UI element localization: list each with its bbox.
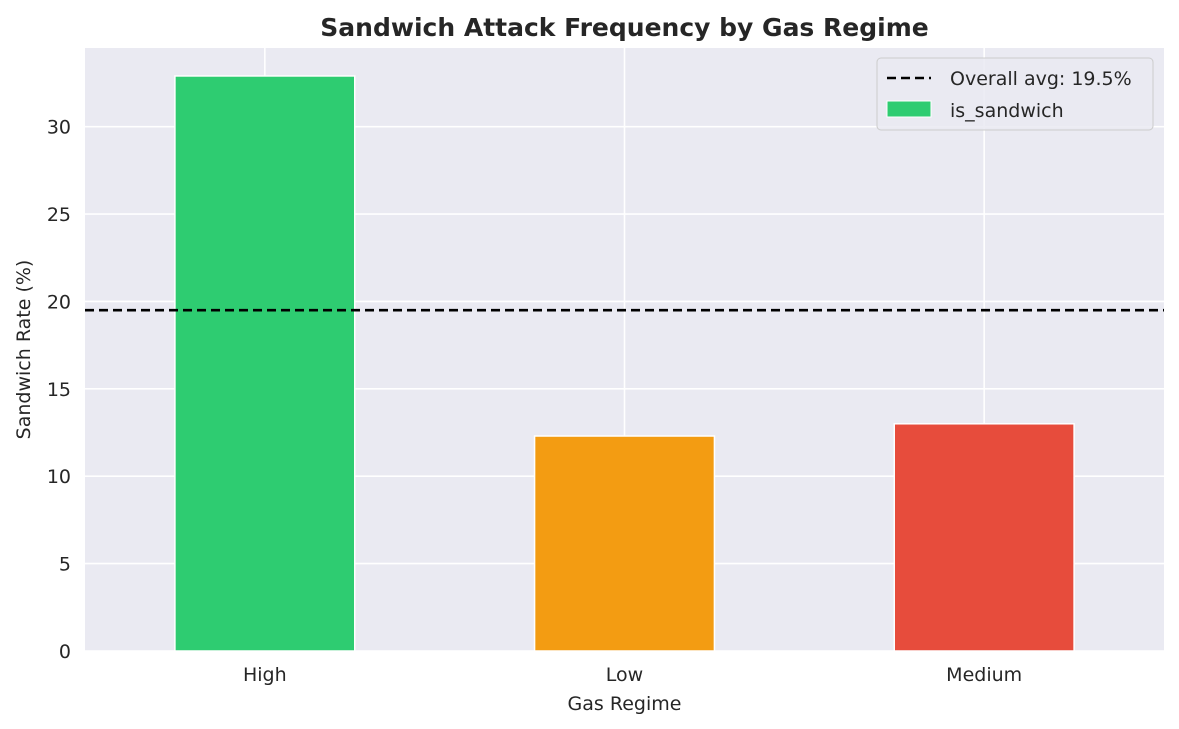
y-tick-label: 20 [47, 291, 71, 313]
y-axis-label: Sandwich Rate (%) [13, 260, 35, 440]
y-tick-label: 30 [47, 117, 71, 139]
y-tick-label: 15 [47, 379, 71, 401]
legend-box [876, 57, 1154, 131]
legend-entry-average: Overall avg: 19.5% [950, 68, 1132, 90]
legend-bar-swatch [886, 100, 932, 118]
y-axis-ticks: 0 5 10 15 20 25 30 [47, 117, 71, 663]
x-axis-label: Gas Regime [568, 693, 682, 715]
bar-high [174, 75, 356, 652]
y-tick-label: 0 [59, 641, 71, 663]
bar-low [533, 435, 716, 652]
chart-title: Sandwich Attack Frequency by Gas Regime [320, 13, 928, 42]
y-tick-label: 25 [47, 204, 71, 226]
legend-entry-series: is_sandwich [950, 100, 1064, 122]
y-tick-label: 10 [47, 466, 71, 488]
bar-medium [893, 423, 1075, 652]
y-tick-label: 5 [59, 554, 71, 576]
x-axis-ticks: High Low Medium [243, 664, 1022, 686]
legend: Overall avg: 19.5% is_sandwich [876, 57, 1154, 131]
x-tick-label: High [243, 664, 287, 686]
x-tick-label: Low [606, 664, 643, 686]
bars [174, 75, 1075, 652]
x-tick-label: Medium [946, 664, 1022, 686]
